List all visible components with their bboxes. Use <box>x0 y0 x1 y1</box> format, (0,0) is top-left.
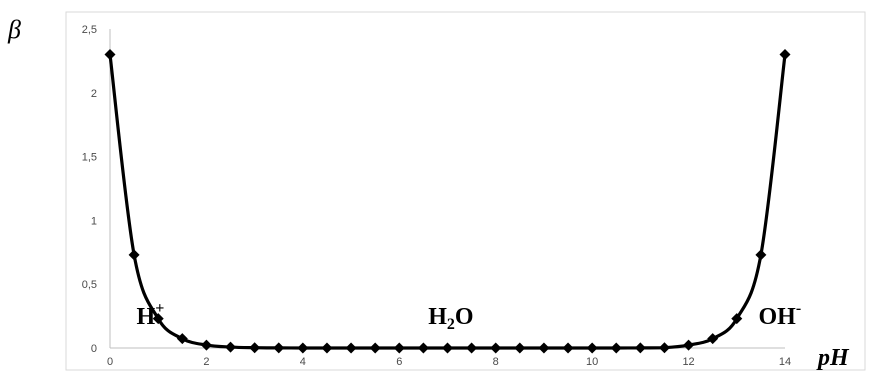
x-tick-label: 10 <box>586 356 598 368</box>
data-point-marker <box>200 339 212 351</box>
y-tick-label: 2 <box>91 88 97 100</box>
data-point-marker <box>393 342 405 354</box>
x-tick-label: 6 <box>396 356 402 368</box>
y-tick-labels: 0 0,5 1 1,5 2 2,5 <box>82 24 97 355</box>
annotation-tail: O <box>455 304 474 330</box>
data-point-marker <box>634 342 646 354</box>
x-tick-labels: 0 2 4 6 8 10 12 14 <box>107 356 791 368</box>
plot-frame <box>65 11 866 371</box>
annotation-superscript: - <box>796 300 801 317</box>
data-point-marker <box>345 342 357 354</box>
data-point-marker <box>538 342 550 354</box>
data-point-marker <box>779 49 791 61</box>
data-point-marker <box>152 313 164 325</box>
data-point-marker <box>321 342 333 354</box>
annotation-label: OH- <box>758 300 801 330</box>
data-point-marker <box>707 333 719 345</box>
data-point-marker <box>610 342 622 354</box>
data-point-marker <box>658 342 670 354</box>
y-tick-label: 0 <box>91 343 97 355</box>
data-point-marker <box>683 339 695 351</box>
data-point-marker <box>755 249 767 261</box>
y-tick-label: 1,5 <box>82 152 97 164</box>
x-axis-title: pH <box>816 345 850 371</box>
data-point-marker <box>297 342 309 354</box>
data-point-marker <box>104 49 116 61</box>
data-point-marker <box>731 313 743 325</box>
data-point-marker <box>466 342 478 354</box>
data-point-marker <box>128 249 140 261</box>
data-point-marker <box>225 341 237 353</box>
annotation-base: H <box>137 304 156 330</box>
annotation-subscript: 2 <box>447 316 455 333</box>
x-tick-label: 14 <box>779 356 791 368</box>
data-point-marker <box>490 342 502 354</box>
x-tick-label: 8 <box>493 356 499 368</box>
x-tick-label: 12 <box>682 356 694 368</box>
y-tick-label: 2,5 <box>82 24 97 36</box>
y-axis-title: β <box>7 15 21 44</box>
data-point-marker <box>273 342 285 354</box>
data-point-marker <box>176 333 188 345</box>
annotations: H+ H2O OH- <box>137 300 802 333</box>
x-tick-label: 0 <box>107 356 113 368</box>
annotation-base: OH <box>758 304 796 330</box>
annotation-superscript: + <box>155 300 164 317</box>
series-markers <box>104 49 791 354</box>
annotation-label: H+ <box>137 300 165 330</box>
x-tick-label: 2 <box>203 356 209 368</box>
data-point-marker <box>442 342 453 354</box>
annotation-label: H2O <box>428 304 473 333</box>
data-point-marker <box>586 342 598 354</box>
data-point-marker <box>562 342 574 354</box>
annotation-base: H <box>428 304 447 330</box>
data-point-marker <box>249 342 261 354</box>
data-point-marker <box>514 342 526 354</box>
x-tick-label: 4 <box>300 356 306 368</box>
y-tick-label: 1 <box>91 215 97 227</box>
data-point-marker <box>369 342 381 354</box>
data-point-marker <box>417 342 429 354</box>
y-tick-label: 0,5 <box>82 279 97 291</box>
